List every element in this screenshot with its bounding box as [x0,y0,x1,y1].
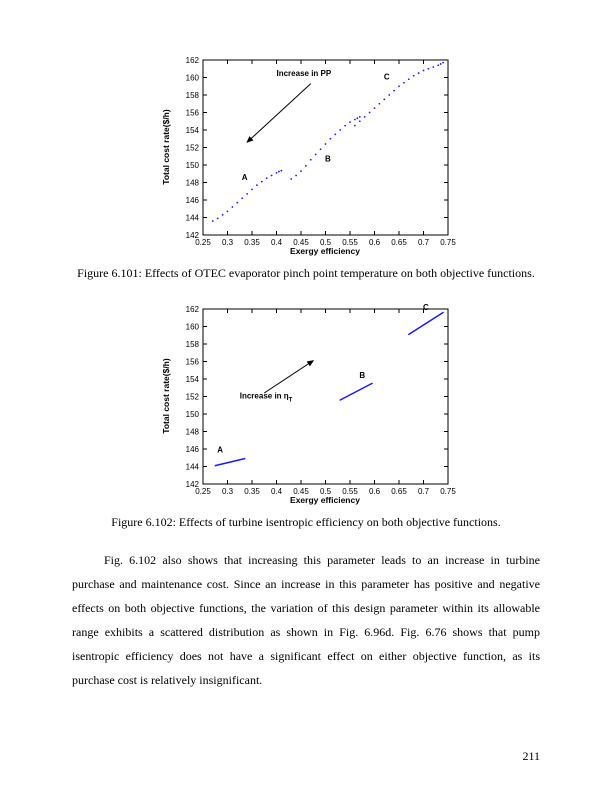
svg-text:152: 152 [186,393,200,402]
chart2-arrow [264,361,313,393]
svg-text:156: 156 [186,109,200,118]
svg-text:0.3: 0.3 [222,238,234,247]
svg-text:142: 142 [186,480,200,489]
chart2-series-c [409,313,443,335]
svg-text:158: 158 [186,340,200,349]
svg-text:0.4: 0.4 [271,487,283,496]
svg-text:152: 152 [186,144,200,153]
svg-text:0.7: 0.7 [418,238,430,247]
chart1-series-c [354,62,444,127]
chart2-label-b: B [359,371,365,380]
chart1-annotation: Increase in PP [277,69,332,78]
figure-2: 0.250.30.350.40.450.50.550.60.650.70.75 … [72,299,540,509]
chart2-label-c: C [423,303,429,312]
chart1-xlabel: Exergy efficiency [290,246,360,256]
chart2-annotation: Increase in ηT [240,391,293,403]
svg-text:0.4: 0.4 [271,238,283,247]
chart1-label-b: B [325,155,331,164]
svg-text:148: 148 [186,179,200,188]
chart2-series-b [340,383,372,400]
svg-text:154: 154 [186,375,200,384]
page-number: 211 [522,749,540,764]
svg-text:0.6: 0.6 [369,238,381,247]
figure-1-caption: Figure 6.101: Effects of OTEC evaporator… [72,266,540,281]
svg-text:160: 160 [186,323,200,332]
svg-text:0.75: 0.75 [440,487,456,496]
svg-text:0.65: 0.65 [391,238,407,247]
svg-text:146: 146 [186,445,200,454]
svg-text:144: 144 [186,214,200,223]
svg-text:142: 142 [186,231,200,240]
chart1-ylabel: Total cost rate($/h) [161,109,171,185]
svg-text:0.35: 0.35 [244,238,260,247]
chart2-series-a [215,459,244,466]
svg-text:0.65: 0.65 [391,487,407,496]
chart1-label-a: A [242,173,248,182]
svg-text:160: 160 [186,74,200,83]
figure-1: 0.250.30.350.40.450.50.550.60.650.70.75 … [72,50,540,260]
figure-2-caption: Figure 6.102: Effects of turbine isentro… [72,515,540,530]
chart1-series-b [290,116,360,180]
chart-2-svg: 0.250.30.350.40.450.50.550.60.650.70.75 … [151,299,461,509]
chart2-ylabel: Total cost rate($/h) [161,358,171,434]
chart1-arrow [247,84,311,143]
body-paragraph: Fig. 6.102 also shows that increasing th… [72,548,540,692]
chart2-label-a: A [217,446,223,455]
svg-text:162: 162 [186,305,200,314]
svg-text:0.7: 0.7 [418,487,430,496]
chart1-label-c: C [384,72,390,81]
svg-text:144: 144 [186,463,200,472]
svg-text:0.6: 0.6 [369,487,381,496]
svg-text:148: 148 [186,428,200,437]
svg-text:150: 150 [186,410,200,419]
svg-text:156: 156 [186,358,200,367]
svg-text:150: 150 [186,161,200,170]
svg-text:0.3: 0.3 [222,487,234,496]
svg-text:154: 154 [186,126,200,135]
svg-text:0.75: 0.75 [440,238,456,247]
chart2-xlabel: Exergy efficiency [290,495,360,505]
svg-text:146: 146 [186,196,200,205]
chart-1-svg: 0.250.30.350.40.450.50.550.60.650.70.75 … [151,50,461,260]
svg-text:158: 158 [186,91,200,100]
svg-text:0.35: 0.35 [244,487,260,496]
svg-text:162: 162 [186,56,200,65]
